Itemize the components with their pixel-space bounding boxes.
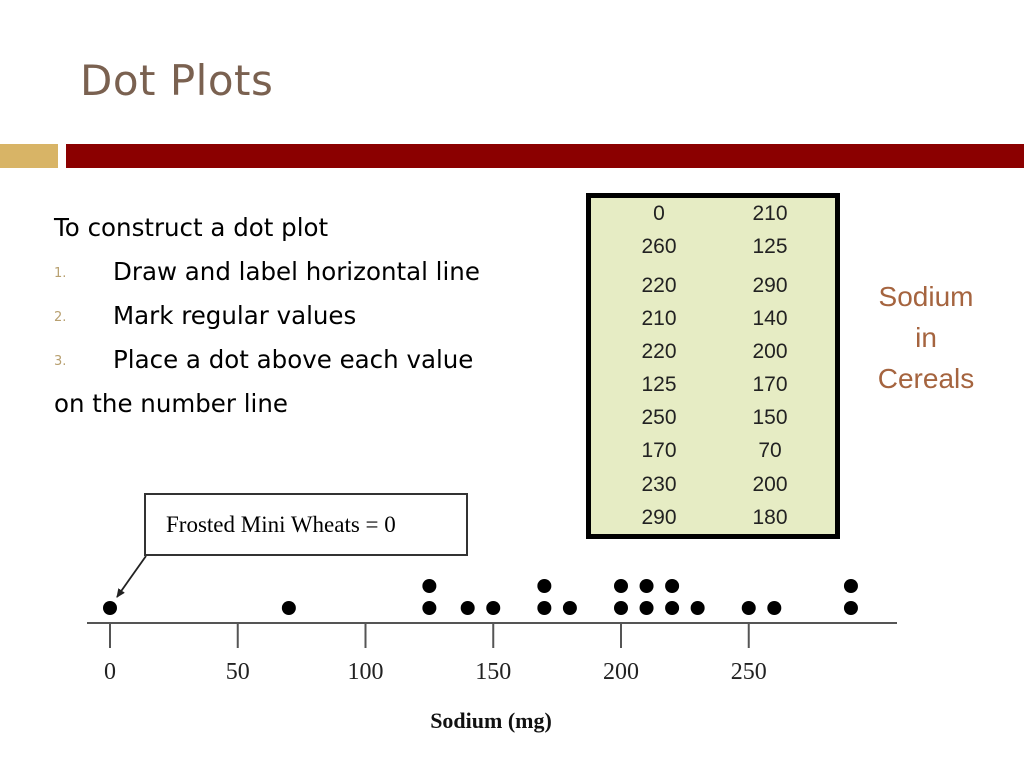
table-cell: 0 [653, 202, 665, 225]
sodium-data-table: 0 210 260 125 220 290 210 140 220 200 125 170 250 150… [586, 193, 840, 539]
data-dot [422, 601, 437, 615]
x-tick-label: 50 [226, 659, 250, 685]
step-text: Place a dot above each value [113, 345, 474, 374]
x-tick-label: 100 [348, 659, 384, 685]
instruction-step: 2. Mark regular values [54, 294, 480, 338]
accent-bar-red [66, 144, 1024, 168]
callout-arrow [116, 555, 147, 598]
data-dot [614, 601, 628, 615]
table-row: 250 150 [591, 406, 835, 439]
data-dot [665, 579, 680, 593]
data-dot [562, 601, 577, 615]
data-dot [614, 579, 628, 593]
data-dot [639, 601, 654, 615]
side-label-line: in [915, 322, 937, 353]
table-cell: 150 [752, 406, 788, 429]
data-dot [690, 601, 705, 615]
data-dot [422, 579, 437, 593]
x-tick-label: 150 [475, 659, 511, 685]
instruction-step: 1. Draw and label horizontal line [54, 250, 480, 294]
table-cell: 170 [752, 373, 788, 396]
step-number: 1. [54, 266, 67, 281]
data-dot [103, 601, 117, 615]
x-tick-label: 200 [603, 659, 639, 685]
instruction-outro: on the number line [54, 389, 288, 418]
table-cell: 70 [758, 439, 782, 462]
table-cell: 210 [752, 202, 788, 225]
table-cell: 210 [641, 307, 677, 330]
table-cell: 220 [641, 340, 677, 363]
step-text: Draw and label horizontal line [113, 257, 480, 286]
data-dot [639, 579, 654, 593]
data-dot [767, 601, 782, 615]
data-dot [460, 601, 475, 615]
table-cell: 230 [641, 473, 677, 496]
accent-bar-gold [0, 144, 58, 168]
table-cell: 125 [752, 235, 788, 258]
table-cell: 290 [752, 274, 788, 297]
step-number: 2. [54, 310, 67, 325]
table-row: 170 70 [591, 439, 835, 472]
data-dot [843, 579, 858, 593]
data-dot [486, 601, 501, 615]
side-label-line: Sodium [878, 281, 974, 312]
table-row: 220 200 [591, 340, 835, 373]
step-number: 3. [54, 354, 67, 369]
table-row: 220 290 [591, 274, 835, 307]
step-text: Mark regular values [113, 301, 357, 330]
data-dot [741, 601, 756, 615]
instruction-step: 3. Place a dot above each value [54, 338, 480, 382]
x-tick-label: 250 [731, 659, 767, 685]
instruction-list: To construct a dot plot 1. Draw and labe… [54, 206, 480, 426]
data-dot [843, 601, 858, 615]
data-dot [665, 601, 680, 615]
table-cell: 250 [641, 406, 677, 429]
table-cell: 200 [752, 473, 788, 496]
table-cell: 200 [752, 340, 788, 363]
side-label: Sodium in Cereals [858, 276, 994, 399]
table-row: 210 140 [591, 307, 835, 340]
instruction-intro: To construct a dot plot [54, 213, 329, 242]
data-dot [537, 579, 552, 593]
frosted-mini-wheats-callout: Frosted Mini Wheats = 0 [144, 493, 468, 556]
table-row: 125 170 [591, 373, 835, 406]
table-cell: 260 [641, 235, 677, 258]
table-cell: 180 [752, 506, 788, 529]
table-row: 0 210 [591, 202, 835, 235]
table-cell: 290 [641, 506, 677, 529]
table-cell: 170 [641, 439, 677, 462]
data-dot [537, 601, 552, 615]
data-dot [281, 601, 296, 615]
table-row: 290 180 [591, 506, 835, 539]
side-label-line: Cereals [877, 363, 975, 394]
x-tick-label: 0 [104, 659, 116, 685]
table-cell: 220 [641, 274, 677, 297]
slide-title: Dot Plots [80, 56, 274, 105]
table-cell: 140 [752, 307, 788, 330]
x-axis-label: Sodium (mg) [430, 708, 552, 733]
table-row: 260 125 [591, 235, 835, 268]
table-row: 230 200 [591, 473, 835, 506]
table-cell: 125 [641, 373, 677, 396]
